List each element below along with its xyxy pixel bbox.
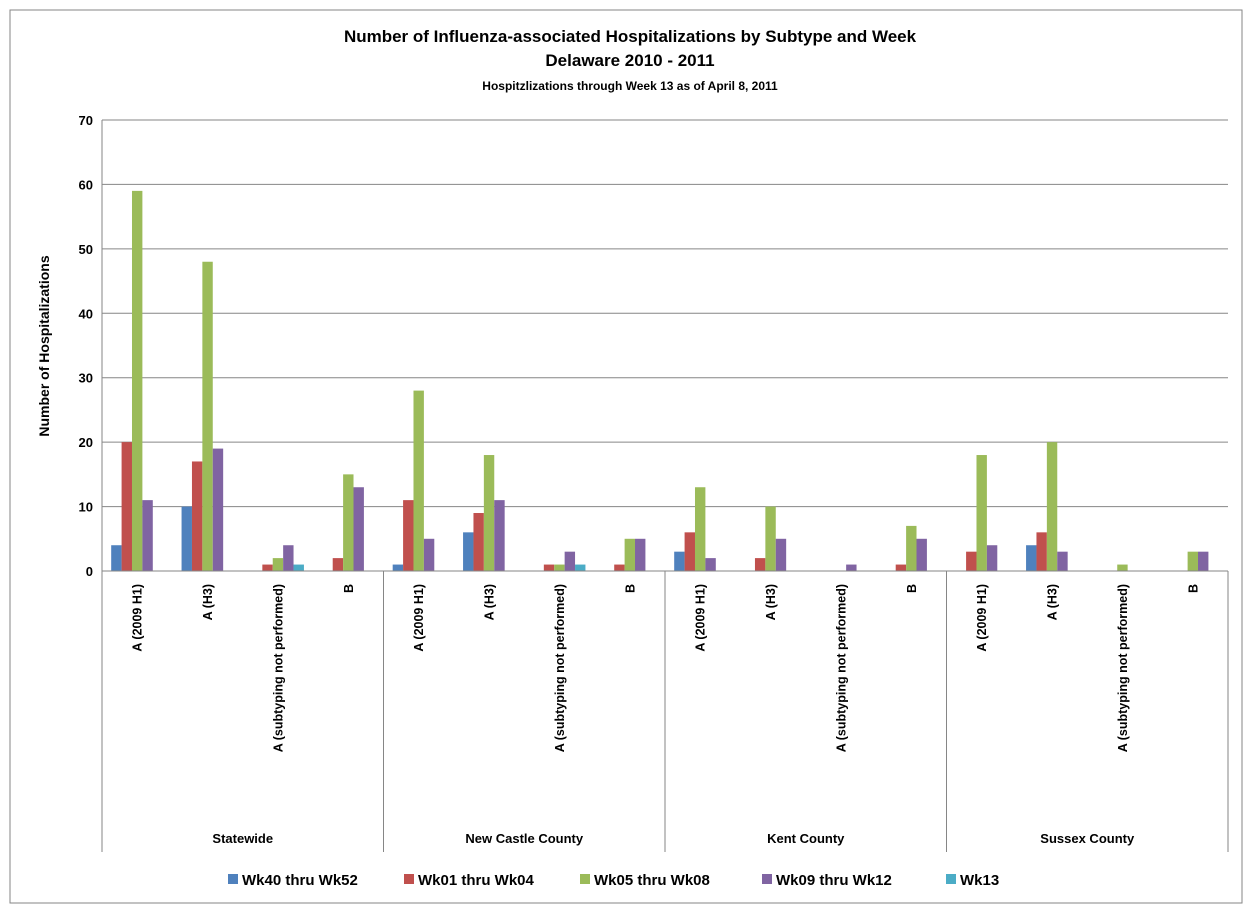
legend-label: Wk09 thru Wk12 — [776, 872, 892, 889]
category-label: A (H3) — [764, 584, 778, 620]
bar — [554, 564, 565, 571]
bar — [775, 538, 787, 571]
bar — [1198, 551, 1209, 571]
category-label: B — [623, 584, 637, 593]
bar — [575, 564, 586, 571]
y-tick-label: 70 — [79, 113, 93, 128]
legend: Wk40 thru Wk52 Wk01 thru Wk04 Wk05 thru Wk… — [228, 872, 999, 889]
bar — [1046, 442, 1058, 571]
bar — [1036, 532, 1047, 571]
group-label: Statewide — [212, 831, 273, 846]
bar — [111, 545, 122, 571]
category-label: A (2009 H1) — [412, 584, 426, 652]
bar — [614, 564, 625, 571]
bar — [674, 551, 685, 571]
category-label: A (subtyping not performed) — [271, 584, 285, 752]
legend-swatch — [580, 874, 590, 884]
bars — [111, 190, 1209, 571]
y-tick-label: 60 — [79, 177, 93, 192]
bar — [353, 487, 364, 571]
category-label: A (H3) — [483, 584, 497, 620]
y-tick-label: 0 — [86, 564, 93, 579]
category-label: B — [905, 584, 919, 593]
axes: 0 10 20 30 40 50 60 70 A (2009 H1) A (H3) A (subty… — [79, 113, 1229, 852]
legend-swatch — [762, 874, 772, 884]
bar — [564, 551, 576, 571]
bar — [976, 455, 987, 571]
category-label: A (subtyping not performed) — [834, 584, 848, 752]
category-label: A (2009 H1) — [975, 584, 989, 652]
y-tick-label: 20 — [79, 435, 93, 450]
bar — [343, 474, 354, 571]
bar — [765, 506, 776, 571]
bar — [181, 506, 192, 571]
bar — [986, 545, 998, 571]
category-label: A (H3) — [1046, 584, 1060, 620]
chart-title: Number of Influenza-associated Hospitali… — [344, 27, 917, 46]
category-label: A (2009 H1) — [131, 584, 145, 652]
legend-label: Wk13 — [960, 872, 999, 889]
bar — [694, 487, 706, 571]
bar — [1187, 551, 1199, 571]
bar — [494, 500, 505, 571]
category-label: A (subtyping not performed) — [553, 584, 567, 752]
bar — [423, 538, 435, 571]
bar — [293, 564, 304, 571]
legend-label: Wk01 thru Wk04 — [418, 872, 535, 889]
y-tick-label: 50 — [79, 242, 93, 257]
bar — [202, 261, 213, 571]
bar — [754, 558, 766, 571]
bar — [332, 558, 344, 571]
group-label: Sussex County — [1040, 831, 1135, 846]
bar — [635, 538, 646, 571]
bar — [121, 442, 132, 571]
bar — [392, 564, 404, 571]
bar — [142, 500, 153, 571]
gridlines — [102, 119, 1228, 508]
bar — [684, 532, 695, 571]
bar — [212, 448, 224, 571]
category-label: A (2009 H1) — [694, 584, 708, 652]
legend-label: Wk40 thru Wk52 — [242, 872, 358, 889]
bar — [624, 538, 636, 571]
bar — [262, 564, 273, 571]
y-axis-label: Number of Hospitalizations — [36, 255, 52, 436]
legend-label: Wk05 thru Wk08 — [594, 872, 710, 889]
bar — [413, 390, 424, 571]
bar — [966, 551, 977, 571]
bar — [1117, 564, 1128, 571]
chart-note: Hospitzlizations through Week 13 as of A… — [482, 79, 778, 93]
bar — [705, 558, 716, 571]
bar — [191, 461, 203, 571]
bar — [403, 500, 414, 571]
bar — [131, 190, 143, 571]
category-label: B — [342, 584, 356, 593]
bar — [543, 564, 555, 571]
y-tick-label: 10 — [79, 500, 93, 515]
bar — [906, 525, 917, 571]
group-label: New Castle County — [465, 831, 584, 846]
bar — [283, 545, 294, 571]
bar — [846, 564, 857, 571]
bar — [895, 564, 907, 571]
y-tick-label: 40 — [79, 306, 93, 321]
chart-subtitle: Delaware 2010 - 2011 — [545, 51, 714, 70]
legend-swatch — [404, 874, 414, 884]
bar — [483, 455, 495, 571]
category-label: B — [1186, 584, 1200, 593]
bar — [1057, 551, 1068, 571]
legend-swatch — [946, 874, 956, 884]
bar — [463, 532, 474, 571]
legend-swatch — [228, 874, 238, 884]
bar — [473, 513, 484, 571]
category-label: A (subtyping not performed) — [1116, 584, 1130, 752]
group-label: Kent County — [767, 831, 845, 846]
bar — [916, 538, 927, 571]
bar — [1026, 545, 1037, 571]
bar — [272, 558, 284, 571]
category-label: A (H3) — [201, 584, 215, 620]
y-tick-label: 30 — [79, 371, 93, 386]
